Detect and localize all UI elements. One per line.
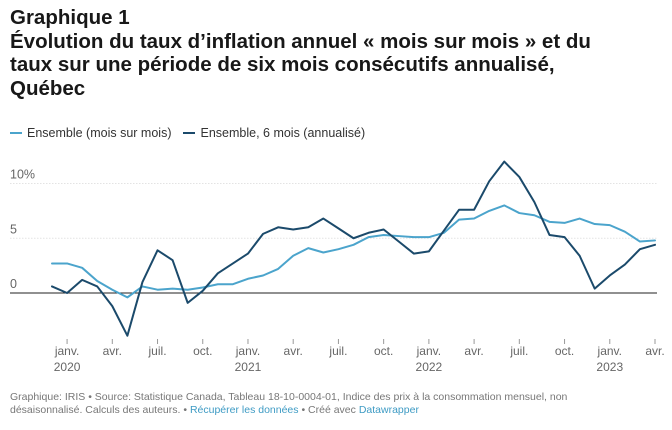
x-tick-label: oct. xyxy=(193,344,212,358)
x-tick-label: avr. xyxy=(645,344,664,358)
y-tick-label: 5 xyxy=(10,222,17,236)
x-tick-year: 2022 xyxy=(416,360,443,374)
legend-swatch-six-month xyxy=(183,132,196,134)
chart-title: Graphique 1 Évolution du taux d’inflatio… xyxy=(10,6,665,100)
y-axis-labels: 0 5 10% xyxy=(10,168,35,292)
chart-footer: Graphique: IRIS • Source: Statistique Ca… xyxy=(10,391,662,417)
legend-label-six-month: Ensemble, 6 mois (annualisé) xyxy=(200,126,366,140)
title-line-3: taux sur une période de six mois consécu… xyxy=(10,53,555,76)
legend: Ensemble (mois sur mois) Ensemble, 6 moi… xyxy=(10,126,377,140)
x-tick-year: 2021 xyxy=(235,360,262,374)
x-tick-label: oct. xyxy=(374,344,393,358)
x-axis-labels: janv. 2020 avr. juil. oct. janv. 2021 avr. juil.… xyxy=(54,339,665,374)
title-line-1: Graphique 1 xyxy=(10,6,130,29)
x-tick-label: avr. xyxy=(284,344,303,358)
title-line-4: Québec xyxy=(10,76,86,100)
series-line-six-month xyxy=(51,160,656,337)
gridlines xyxy=(10,183,657,294)
x-tick-label: juil. xyxy=(148,344,167,358)
x-tick-label: avr. xyxy=(103,344,122,358)
line-chart: 0 5 10% janv. 2020 avr. juil. oct. janv. 2021 avr… xyxy=(10,160,665,374)
series-lines xyxy=(51,160,656,337)
datawrapper-link[interactable]: Datawrapper xyxy=(358,404,419,416)
x-tick-label: janv. xyxy=(235,344,260,358)
y-tick-label: 10% xyxy=(10,168,35,182)
footer-source: Graphique: IRIS • Source: Statistique Ca… xyxy=(10,391,568,403)
x-tick-label: oct. xyxy=(555,344,574,358)
y-tick-label: 0 xyxy=(10,277,17,291)
legend-item-six-month: Ensemble, 6 mois (annualisé) xyxy=(183,126,365,140)
x-tick-label: janv. xyxy=(54,344,79,358)
x-tick-label: janv. xyxy=(597,344,622,358)
footer-note: désaisonnalisé. Calculs des auteurs. • xyxy=(10,404,190,416)
x-tick-label: juil. xyxy=(509,344,528,358)
legend-swatch-monthly xyxy=(10,132,22,134)
legend-label-monthly: Ensemble (mois sur mois) xyxy=(27,126,172,140)
title-line-2: Évolution du taux d’inflation annuel « m… xyxy=(10,29,591,53)
series-line-monthly xyxy=(51,204,656,299)
legend-item-monthly: Ensemble (mois sur mois) xyxy=(10,126,171,140)
footer-sep: • Créé avec xyxy=(298,404,359,416)
x-tick-label: janv. xyxy=(416,344,441,358)
footer-line-2: désaisonnalisé. Calculs des auteurs. • R… xyxy=(10,404,662,417)
x-tick-label: avr. xyxy=(464,344,483,358)
x-tick-label: juil. xyxy=(328,344,347,358)
x-tick-year: 2023 xyxy=(596,360,623,374)
download-data-link[interactable]: Récupérer les données xyxy=(189,404,299,416)
x-tick-year: 2020 xyxy=(54,360,81,374)
